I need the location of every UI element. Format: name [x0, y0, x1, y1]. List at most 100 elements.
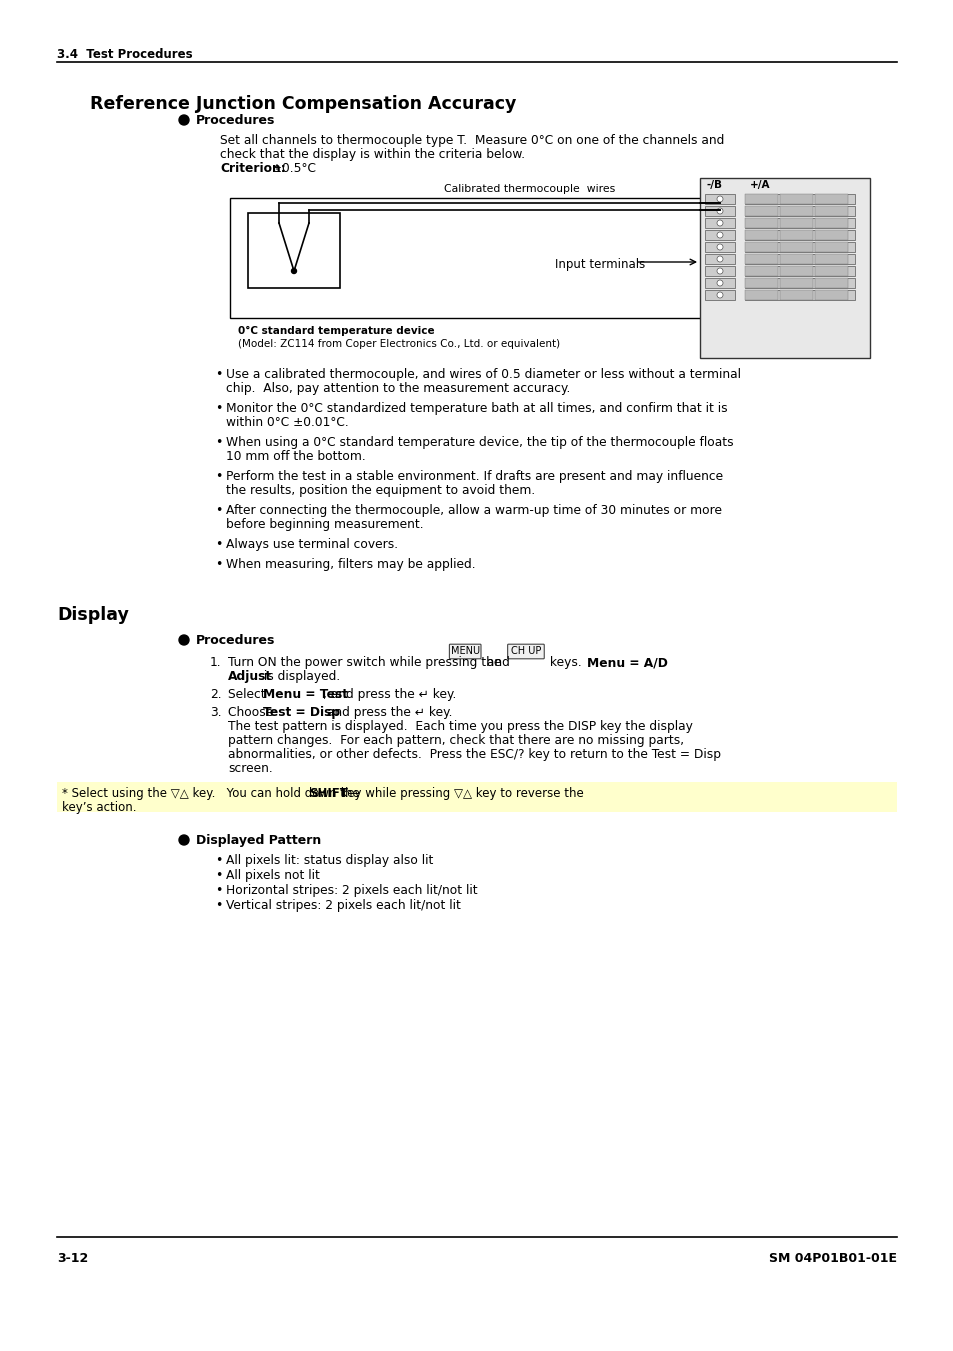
Bar — [744, 205, 854, 216]
Bar — [814, 290, 847, 300]
Text: Horizontal stripes: 2 pixels each lit/not lit: Horizontal stripes: 2 pixels each lit/no… — [226, 884, 477, 897]
Text: •: • — [214, 898, 222, 912]
Text: SHIFT: SHIFT — [309, 788, 348, 800]
Bar — [704, 254, 734, 263]
Bar — [814, 242, 847, 253]
Text: •: • — [214, 854, 222, 867]
Text: •: • — [214, 504, 222, 517]
Bar — [814, 195, 847, 204]
Text: 2.: 2. — [210, 688, 221, 701]
Text: CH UP: CH UP — [510, 647, 540, 657]
Circle shape — [717, 255, 722, 262]
Bar — [814, 266, 847, 276]
Text: MENU: MENU — [450, 647, 479, 657]
Bar — [744, 230, 778, 240]
Circle shape — [179, 835, 189, 844]
Bar — [780, 242, 812, 253]
Text: within 0°C ±0.01°C.: within 0°C ±0.01°C. — [226, 416, 349, 430]
Bar — [704, 195, 734, 204]
Text: Vertical stripes: 2 pixels each lit/not lit: Vertical stripes: 2 pixels each lit/not … — [226, 898, 460, 912]
Text: 10 mm off the bottom.: 10 mm off the bottom. — [226, 450, 365, 463]
Bar — [230, 199, 720, 317]
Circle shape — [717, 267, 722, 274]
Text: Set all channels to thermocouple type T.  Measure 0°C on one of the channels and: Set all channels to thermocouple type T.… — [220, 134, 723, 147]
Bar — [780, 205, 812, 216]
Text: Displayed Pattern: Displayed Pattern — [195, 834, 321, 847]
Text: 3.4  Test Procedures: 3.4 Test Procedures — [57, 49, 193, 61]
Text: •: • — [214, 869, 222, 882]
Bar — [704, 218, 734, 228]
Circle shape — [179, 115, 189, 126]
Text: Calibrated thermocouple  wires: Calibrated thermocouple wires — [444, 184, 615, 195]
Bar — [814, 205, 847, 216]
Circle shape — [717, 208, 722, 213]
Bar — [744, 195, 854, 204]
Text: -/B: -/B — [706, 180, 722, 190]
Text: Menu = A/D: Menu = A/D — [586, 657, 667, 669]
Bar — [704, 230, 734, 240]
FancyBboxPatch shape — [507, 644, 543, 659]
Bar — [57, 782, 896, 812]
Bar — [744, 218, 778, 228]
Bar — [814, 218, 847, 228]
Text: check that the display is within the criteria below.: check that the display is within the cri… — [220, 149, 524, 161]
Bar — [744, 254, 778, 263]
Text: abnormalities, or other defects.  Press the ESC/? key to return to the Test = Di: abnormalities, or other defects. Press t… — [228, 748, 720, 761]
Text: Select: Select — [228, 688, 269, 701]
Bar — [780, 254, 812, 263]
Text: key’s action.: key’s action. — [62, 801, 136, 815]
Text: When measuring, filters may be applied.: When measuring, filters may be applied. — [226, 558, 476, 571]
Text: Criterion:: Criterion: — [220, 162, 286, 176]
Text: •: • — [214, 558, 222, 571]
Text: * Select using the ▽△ key.   You can hold down the: * Select using the ▽△ key. You can hold … — [62, 788, 363, 800]
Text: Test = Disp: Test = Disp — [263, 707, 340, 719]
Text: keys.: keys. — [546, 657, 589, 669]
Text: 3-12: 3-12 — [57, 1252, 89, 1265]
Text: •: • — [214, 538, 222, 551]
Text: pattern changes.  For each pattern, check that there are no missing parts,: pattern changes. For each pattern, check… — [228, 734, 683, 747]
Bar — [814, 254, 847, 263]
Text: •: • — [214, 367, 222, 381]
Bar — [744, 290, 778, 300]
Text: +/A: +/A — [749, 180, 770, 190]
Text: screen.: screen. — [228, 762, 273, 775]
Bar — [700, 178, 869, 358]
Bar — [744, 266, 778, 276]
Text: After connecting the thermocouple, allow a warm-up time of 30 minutes or more: After connecting the thermocouple, allow… — [226, 504, 721, 517]
Bar — [704, 290, 734, 300]
Text: Display: Display — [57, 607, 129, 624]
Circle shape — [717, 292, 722, 299]
Bar — [744, 278, 854, 288]
Text: 3.: 3. — [210, 707, 221, 719]
Bar — [744, 230, 854, 240]
Bar — [744, 278, 778, 288]
Bar — [248, 213, 339, 288]
Bar — [744, 254, 854, 263]
Text: When using a 0°C standard temperature device, the tip of the thermocouple floats: When using a 0°C standard temperature de… — [226, 436, 733, 449]
Text: ±0.5°C: ±0.5°C — [268, 162, 315, 176]
Text: All pixels not lit: All pixels not lit — [226, 869, 319, 882]
Text: •: • — [214, 470, 222, 484]
Bar — [744, 266, 854, 276]
Circle shape — [717, 280, 722, 286]
Bar — [704, 266, 734, 276]
Text: and press the ↵ key.: and press the ↵ key. — [322, 707, 452, 719]
Bar — [814, 278, 847, 288]
Bar — [744, 195, 778, 204]
Text: 0°C standard temperature device: 0°C standard temperature device — [237, 326, 435, 336]
Text: before beginning measurement.: before beginning measurement. — [226, 517, 423, 531]
Text: Choose: Choose — [228, 707, 276, 719]
Circle shape — [717, 232, 722, 238]
Bar — [744, 218, 854, 228]
Text: Turn ON the power switch while pressing the: Turn ON the power switch while pressing … — [228, 657, 505, 669]
Text: (Model: ZC114 from Coper Electronics Co., Ltd. or equivalent): (Model: ZC114 from Coper Electronics Co.… — [237, 339, 559, 349]
Text: Reference Junction Compensation Accuracy: Reference Junction Compensation Accuracy — [90, 95, 516, 113]
FancyBboxPatch shape — [449, 644, 480, 659]
Text: and: and — [482, 657, 514, 669]
Circle shape — [717, 245, 722, 250]
Bar — [814, 230, 847, 240]
Text: Input terminals: Input terminals — [555, 258, 644, 272]
Text: chip.  Also, pay attention to the measurement accuracy.: chip. Also, pay attention to the measure… — [226, 382, 570, 394]
Bar — [744, 242, 778, 253]
Bar — [704, 278, 734, 288]
